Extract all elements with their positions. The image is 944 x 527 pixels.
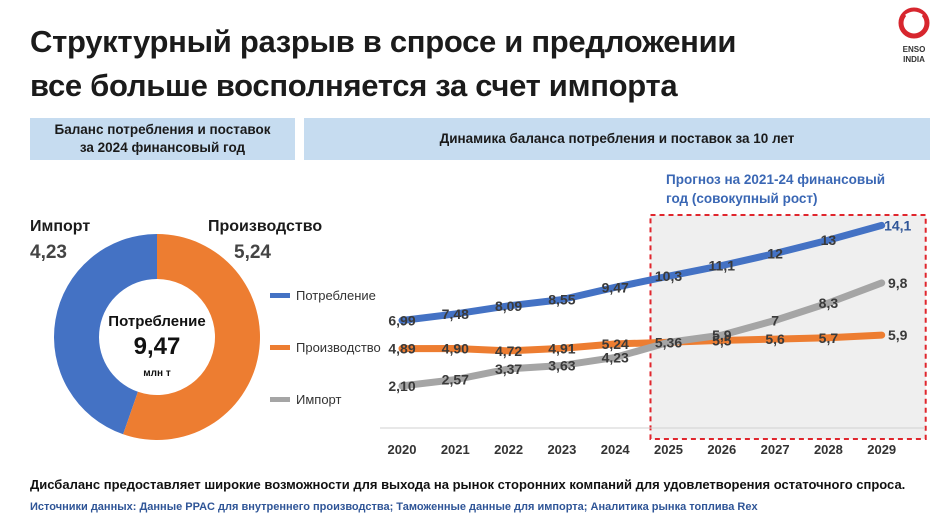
data-label-import: 2,57 (442, 372, 469, 388)
donut-center-value: 9,47 (134, 333, 181, 360)
x-tick-layer: 2020 2021 2022 2023 2024 2025 2026 2027 2028 2029 (388, 442, 897, 457)
data-label-production: 4,89 (388, 341, 415, 357)
data-label-import: 7 (771, 312, 779, 328)
legend-item-production: Производство (270, 340, 381, 355)
data-label-import: 8,3 (819, 295, 839, 311)
data-label-consumption: 13 (821, 232, 837, 248)
data-label-consumption: 6,99 (388, 313, 415, 329)
data-label-consumption: 14,1 (884, 217, 911, 233)
left-header-line-1: Баланс потребления и поставок (54, 122, 271, 137)
donut-value-import: 4,23 (30, 242, 67, 263)
series-layer: 6,99 7,48 8,09 8,55 9,47 10,3 11,1 12 13 14,1 4,89… (388, 217, 911, 394)
data-label-import: 2,10 (388, 378, 415, 394)
donut-slice-import (53, 234, 157, 435)
series-line-import (398, 279, 886, 390)
right-panel-header: Динамика баланса потребления и поставок … (304, 118, 930, 160)
data-label-import: 9,8 (888, 275, 908, 291)
forecast-note-line-1: Прогноз на 2021-24 финансовый (666, 172, 886, 187)
forecast-note: Прогноз на 2021-24 финансовый год (совок… (666, 170, 926, 208)
title-line-1: Структурный разрыв в спросе и предложени… (30, 24, 737, 59)
legend-label-consumption: Потребление (296, 288, 376, 303)
donut-center-unit: млн т (143, 368, 171, 379)
donut-label-production: Производство (208, 218, 323, 235)
data-label-consumption: 8,09 (495, 298, 522, 314)
x-tick-label: 2020 (388, 442, 417, 457)
data-label-consumption: 8,55 (548, 292, 575, 308)
data-label-production: 5,6 (765, 331, 785, 347)
logo-mark-icon (898, 7, 930, 39)
data-label-import: 5,9 (712, 327, 732, 343)
data-label-production: 5,5 (712, 332, 732, 348)
title-line-2: все больше восполняется за счет импорта (30, 68, 678, 103)
donut-label-import: Импорт (30, 218, 91, 235)
data-label-production: 5,36 (655, 334, 682, 350)
x-tick-label: 2025 (654, 442, 683, 457)
footer-note: Дисбаланс предоставляет широкие возможно… (30, 477, 906, 492)
left-panel-header: Баланс потребления и поставок за 2024 фи… (30, 118, 295, 160)
legend-swatch-production (270, 345, 290, 350)
data-label-production: 5,24 (602, 336, 629, 352)
donut-chart: Потребление 9,47 млн т (53, 234, 260, 440)
legend-label-import: Импорт (296, 392, 342, 407)
data-label-consumption: 11,1 (709, 258, 736, 274)
data-label-consumption: 10,3 (655, 268, 682, 284)
data-label-consumption: 9,47 (602, 279, 629, 295)
donut-slice-production (123, 234, 260, 440)
x-tick-label: 2027 (761, 442, 790, 457)
page-title: Структурный разрыв в спросе и предложени… (30, 20, 850, 108)
data-label-import: 3,37 (495, 361, 522, 377)
line-chart: 6,99 7,48 8,09 8,55 9,47 10,3 11,1 12 13 14,1 4,89… (380, 214, 927, 457)
chart-legend: Потребление Производство Импорт (270, 286, 390, 407)
data-label-import: 3,63 (548, 357, 575, 373)
legend-swatch-consumption (270, 293, 290, 298)
company-logo: ENSO INDIA (889, 6, 939, 70)
x-tick-label: 2021 (441, 442, 470, 457)
data-label-consumption: 12 (767, 246, 783, 262)
data-sources: Источники данных: Данные PPAC для внутре… (30, 501, 758, 513)
donut-center-title: Потребление (108, 313, 205, 330)
donut-value-production: 5,24 (234, 242, 271, 263)
legend-item-import: Импорт (270, 392, 341, 407)
series-line-consumption (398, 221, 886, 325)
data-label-production: 4,90 (442, 340, 469, 356)
logo-sub: INDIA (903, 55, 925, 64)
legend-item-consumption: Потребление (270, 288, 376, 303)
x-tick-label: 2024 (601, 442, 631, 457)
x-tick-label: 2028 (814, 442, 843, 457)
x-tick-label: 2022 (494, 442, 523, 457)
data-label-production: 4,91 (548, 340, 575, 356)
legend-label-production: Производство (296, 340, 381, 355)
x-tick-label: 2029 (867, 442, 896, 457)
data-label-production: 5,9 (888, 327, 908, 343)
x-tick-label: 2026 (707, 442, 736, 457)
left-header-line-2: за 2024 финансовый год (79, 140, 246, 155)
logo-name: ENSO (902, 45, 926, 54)
data-label-production: 4,72 (495, 343, 522, 359)
right-header-text: Динамика баланса потребления и поставок … (439, 131, 795, 146)
x-tick-label: 2023 (547, 442, 576, 457)
forecast-note-line-2: год (совокупный рост) (666, 191, 818, 206)
data-label-import: 4,23 (602, 349, 629, 365)
data-label-consumption: 7,48 (442, 306, 469, 322)
series-line-production (398, 331, 886, 355)
legend-swatch-import (270, 397, 290, 402)
data-label-production: 5,7 (819, 330, 839, 346)
